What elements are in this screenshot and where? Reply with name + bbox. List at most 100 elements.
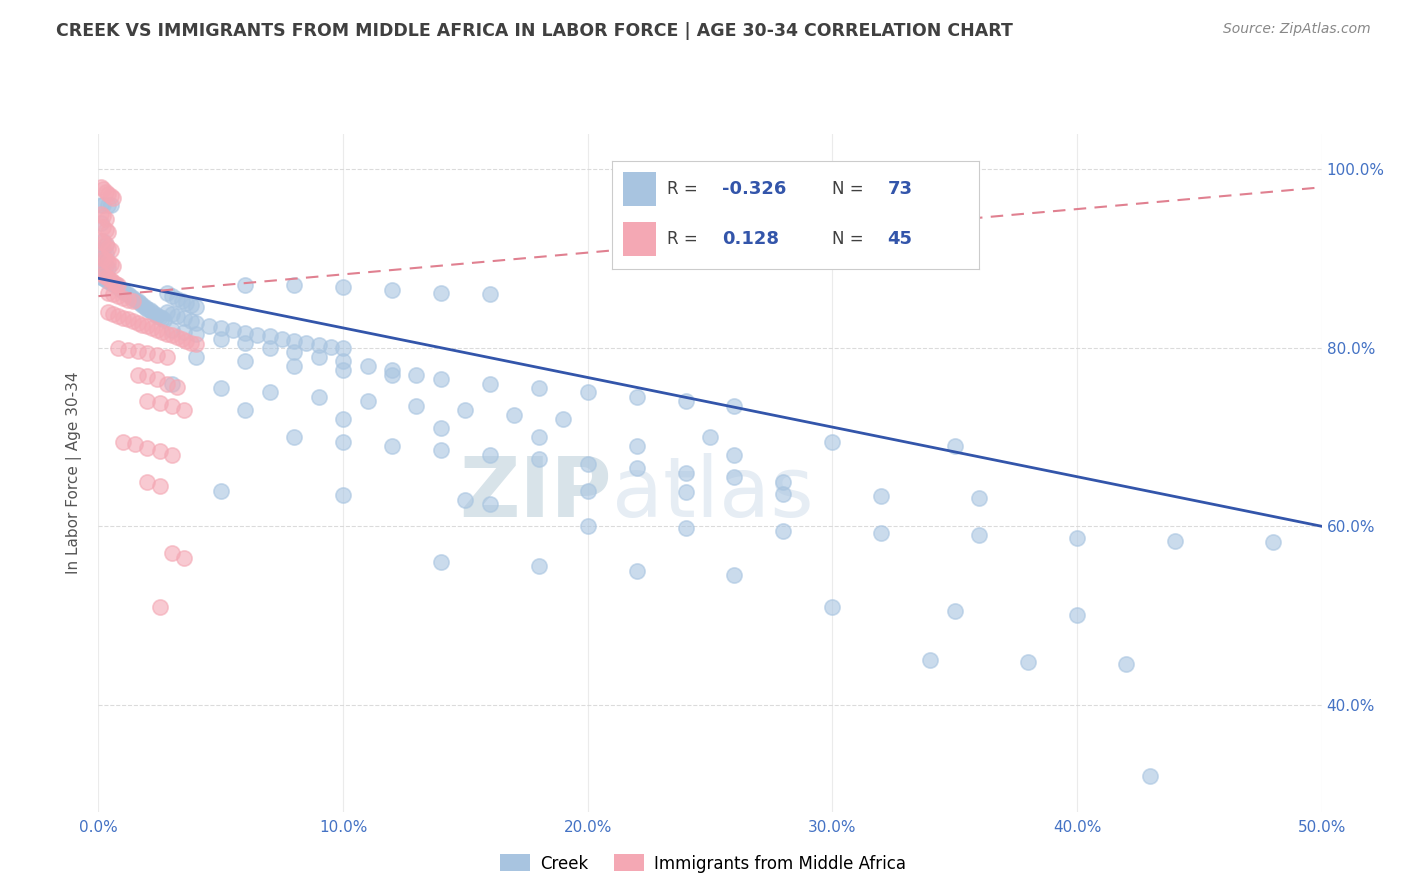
Point — [723, 568, 745, 582]
Point — [94, 185, 117, 199]
Point — [180, 298, 202, 312]
Point — [576, 483, 599, 498]
Point — [332, 434, 354, 449]
Point — [222, 323, 245, 337]
Point — [91, 182, 114, 196]
Point — [104, 277, 127, 291]
Point — [186, 316, 208, 330]
Point — [1066, 608, 1088, 623]
Point — [121, 314, 143, 328]
Point — [478, 287, 501, 301]
Point — [527, 452, 550, 467]
Point — [94, 237, 117, 252]
Point — [160, 289, 183, 303]
Point — [920, 653, 942, 667]
Point — [173, 550, 195, 565]
Point — [356, 394, 378, 409]
Point — [100, 189, 122, 203]
Point — [124, 293, 146, 307]
Point — [149, 479, 172, 493]
Point — [91, 198, 114, 212]
Point — [104, 278, 127, 293]
Text: Source: ZipAtlas.com: Source: ZipAtlas.com — [1223, 22, 1371, 37]
Text: R =: R = — [668, 230, 697, 248]
Point — [101, 259, 124, 273]
Point — [91, 258, 114, 272]
Point — [723, 448, 745, 462]
Point — [150, 311, 173, 326]
Point — [283, 345, 305, 359]
Point — [100, 273, 122, 287]
Point — [136, 346, 159, 360]
Point — [124, 437, 146, 451]
Point — [90, 180, 112, 194]
Point — [186, 300, 208, 314]
Point — [405, 368, 427, 382]
Point — [576, 519, 599, 533]
Point — [1164, 533, 1187, 548]
Point — [967, 491, 990, 505]
Point — [94, 238, 117, 252]
Text: 0.128: 0.128 — [723, 230, 779, 248]
Point — [156, 376, 179, 391]
Point — [100, 257, 122, 271]
Point — [180, 335, 202, 350]
Point — [821, 599, 844, 614]
Point — [356, 359, 378, 373]
Point — [117, 312, 139, 326]
Point — [136, 475, 159, 489]
Point — [160, 399, 183, 413]
Point — [111, 284, 134, 298]
Point — [91, 235, 114, 250]
Y-axis label: In Labor Force | Age 30-34: In Labor Force | Age 30-34 — [66, 371, 83, 574]
Point — [1066, 531, 1088, 545]
Point — [527, 381, 550, 395]
Point — [156, 285, 179, 300]
Point — [233, 403, 256, 417]
Point — [209, 381, 232, 395]
Text: N =: N = — [832, 180, 863, 198]
Text: R =: R = — [668, 180, 697, 198]
Point — [283, 278, 305, 293]
Point — [143, 307, 166, 321]
Point — [91, 252, 114, 266]
Text: ZIP: ZIP — [460, 452, 612, 533]
Point — [186, 350, 208, 364]
Point — [166, 330, 188, 344]
Point — [332, 341, 354, 355]
Point — [675, 466, 697, 480]
Point — [107, 341, 129, 355]
Point — [94, 211, 117, 226]
Point — [117, 293, 139, 307]
Point — [626, 439, 648, 453]
Point — [90, 243, 112, 257]
Point — [209, 332, 232, 346]
Point — [127, 294, 149, 309]
Point — [94, 253, 117, 268]
Point — [127, 344, 149, 359]
Point — [97, 187, 120, 202]
Point — [173, 311, 195, 326]
Point — [101, 275, 124, 289]
Point — [149, 444, 172, 458]
Point — [166, 309, 188, 323]
Point — [97, 274, 120, 288]
Point — [527, 430, 550, 444]
Point — [405, 399, 427, 413]
Point — [1261, 535, 1284, 549]
Point — [110, 282, 132, 296]
Point — [97, 241, 120, 255]
Point — [146, 309, 169, 323]
Legend: Creek, Immigrants from Middle Africa: Creek, Immigrants from Middle Africa — [494, 847, 912, 880]
Point — [259, 341, 281, 355]
Point — [454, 403, 477, 417]
Point — [186, 337, 208, 351]
Point — [233, 278, 256, 293]
Point — [117, 287, 139, 301]
Point — [160, 546, 183, 560]
Text: 73: 73 — [887, 180, 912, 198]
Point — [101, 287, 124, 301]
Point — [772, 475, 794, 489]
Point — [308, 350, 330, 364]
Point — [160, 328, 183, 343]
